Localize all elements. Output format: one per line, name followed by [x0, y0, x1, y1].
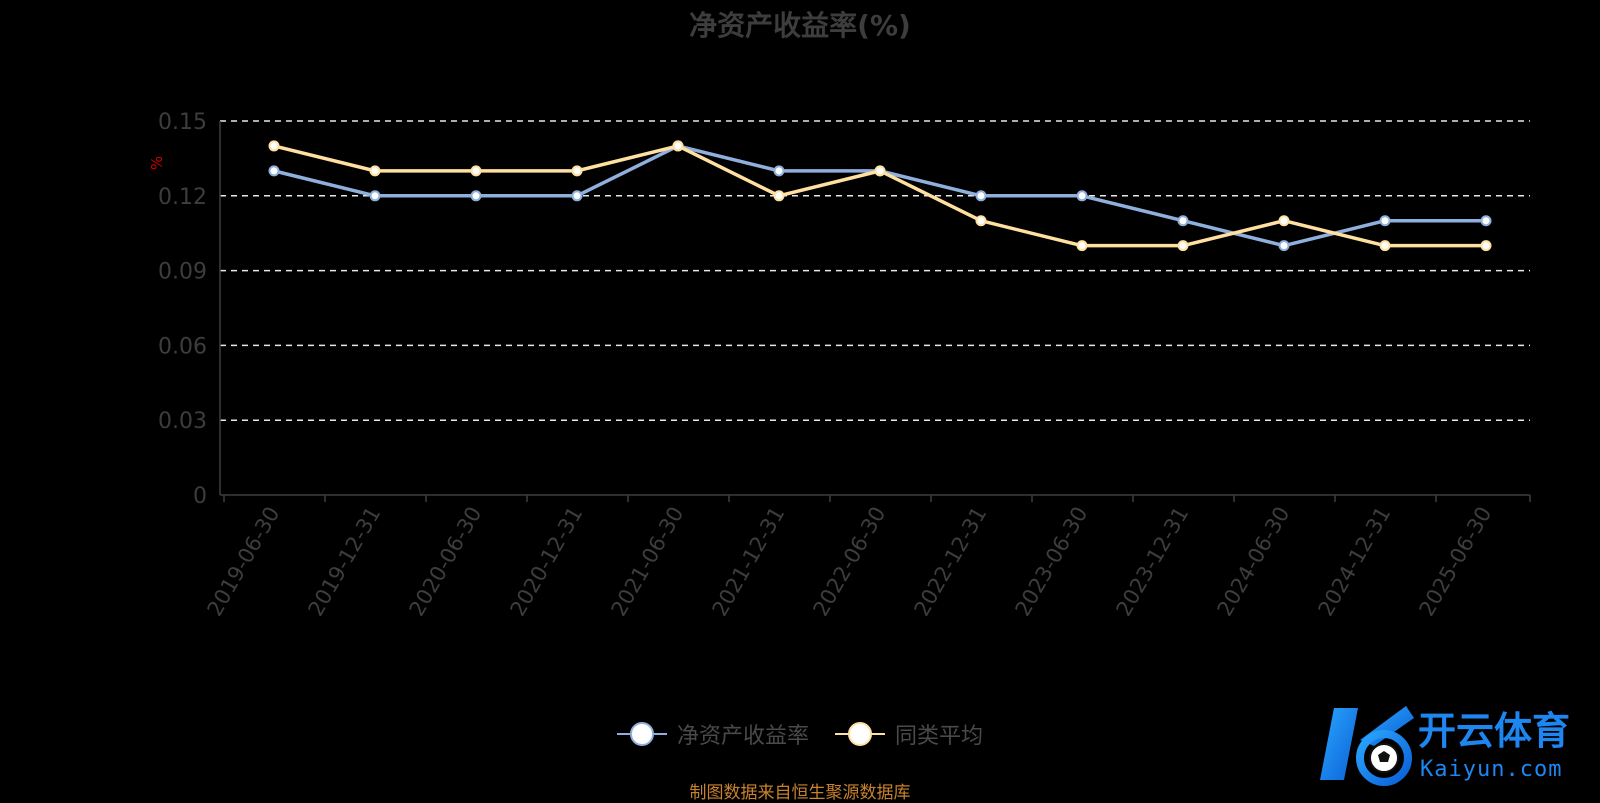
y-tick-label: 0.15: [158, 110, 207, 135]
x-tick-label: 2019-06-30: [203, 503, 285, 621]
x-tick-label: 2022-06-30: [809, 503, 891, 621]
data-point-roe: [975, 190, 987, 202]
data-point-roe: [1076, 190, 1088, 202]
y-tick-label: 0: [193, 484, 207, 509]
y-tick-label: 0.03: [158, 409, 207, 434]
legend-label-peer-average: 同类平均: [895, 724, 984, 749]
data-point-roe: [1278, 240, 1290, 252]
legend-item-roe[interactable]: 净资产收益率: [616, 718, 809, 750]
watermark-logo: 开云体育 Kaiyun.com: [1320, 706, 1570, 786]
y-tick-label: 0.12: [158, 185, 207, 210]
x-tick-label: 2020-06-30: [405, 503, 487, 621]
data-point-peer-average: [571, 165, 583, 177]
x-tick-label: 2021-12-31: [708, 503, 790, 621]
data-point-roe: [369, 190, 381, 202]
y-axis-label: %: [148, 156, 166, 170]
data-point-roe: [773, 165, 785, 177]
data-point-peer-average: [1379, 240, 1391, 252]
data-point-roe: [470, 190, 482, 202]
data-point-peer-average: [470, 165, 482, 177]
data-point-roe: [1177, 215, 1189, 227]
data-point-peer-average: [672, 140, 684, 152]
x-tick-label: 2023-06-30: [1011, 503, 1093, 621]
watermark-domain: Kaiyun.com: [1420, 757, 1562, 782]
data-point-roe: [1480, 215, 1492, 227]
data-point-peer-average: [1076, 240, 1088, 252]
data-point-peer-average: [1480, 240, 1492, 252]
legend-marker-roe: [616, 722, 667, 746]
x-tick-label: 2023-12-31: [1112, 503, 1194, 621]
x-tick-label: 2020-12-31: [506, 503, 588, 621]
data-point-roe: [1379, 215, 1391, 227]
x-tick-label: 2025-06-30: [1415, 503, 1497, 621]
x-tick-label: 2022-12-31: [910, 503, 992, 621]
x-tick-label: 2019-12-31: [304, 503, 386, 621]
chart-title: 净资产收益率(%): [689, 9, 911, 42]
data-point-peer-average: [268, 140, 280, 152]
data-point-peer-average: [773, 190, 785, 202]
data-point-peer-average: [369, 165, 381, 177]
data-point-peer-average: [975, 215, 987, 227]
legend-label-roe: 净资产收益率: [676, 724, 809, 749]
data-point-roe: [268, 165, 280, 177]
data-point-roe: [571, 190, 583, 202]
x-tick-label: 2024-12-31: [1314, 503, 1396, 621]
legend-marker-peer-average: [835, 722, 885, 746]
legend-item-peer-average[interactable]: 同类平均: [835, 718, 983, 750]
data-point-peer-average: [874, 165, 886, 177]
data-point-peer-average: [1278, 215, 1290, 227]
x-tick-label: 2024-06-30: [1213, 503, 1295, 621]
watermark-brand: 开云体育: [1418, 709, 1570, 753]
data-point-peer-average: [1177, 240, 1189, 252]
logo-ring-icon: [1356, 730, 1412, 786]
y-tick-label: 0.06: [158, 334, 207, 359]
chart-legend: 净资产收益率 同类平均: [0, 718, 1600, 750]
source-note: 制图数据来自恒生聚源数据库: [689, 783, 911, 803]
logo-k-stem-icon: [1320, 708, 1358, 780]
x-tick-label: 2021-06-30: [607, 503, 689, 621]
y-tick-label: 0.09: [158, 260, 207, 285]
